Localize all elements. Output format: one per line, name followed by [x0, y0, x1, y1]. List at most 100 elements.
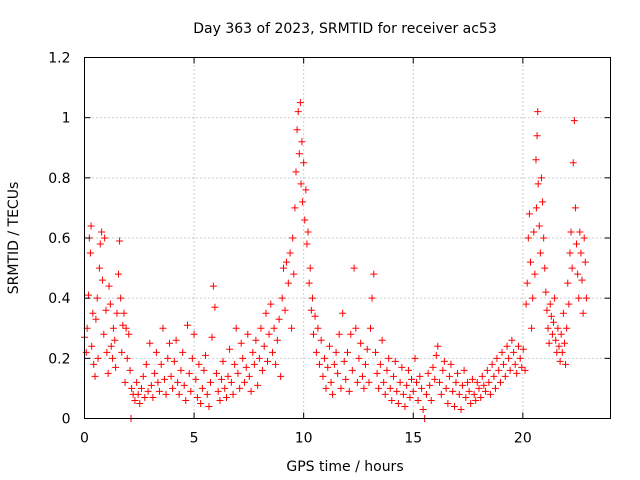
- data-point: [169, 384, 177, 392]
- data-point: [353, 378, 361, 386]
- data-point: [524, 234, 532, 242]
- data-point: [483, 366, 491, 374]
- data-point: [293, 126, 301, 134]
- data-point: [565, 300, 573, 308]
- data-point: [457, 405, 465, 413]
- data-point: [334, 369, 342, 377]
- data-point: [376, 360, 384, 368]
- data-point: [465, 387, 473, 395]
- data-point: [264, 357, 272, 365]
- data-point: [363, 345, 371, 353]
- data-point: [574, 270, 582, 278]
- data-point: [120, 309, 128, 317]
- data-point: [98, 228, 106, 236]
- data-point: [267, 300, 275, 308]
- data-point: [151, 369, 159, 377]
- data-point: [311, 312, 319, 320]
- data-point: [147, 381, 155, 389]
- data-point: [172, 336, 180, 344]
- data-point: [154, 378, 162, 386]
- tick-labels: 0 5 10 15 20 0 0.2 0.4 0.6 0.8 1 1.2: [48, 51, 532, 447]
- data-point: [113, 309, 121, 317]
- data-point: [106, 300, 114, 308]
- data-point: [375, 384, 383, 392]
- data-point: [378, 336, 386, 344]
- data-point: [543, 306, 551, 314]
- data-point: [231, 360, 239, 368]
- data-point: [260, 342, 268, 350]
- data-point: [112, 363, 120, 371]
- chart-title: Day 363 of 2023, SRMTID for receiver ac5…: [193, 21, 497, 37]
- data-point: [141, 393, 149, 401]
- data-point: [109, 354, 117, 362]
- data-point: [208, 333, 216, 341]
- data-point: [439, 366, 447, 374]
- data-point: [212, 369, 220, 377]
- data-point: [496, 378, 504, 386]
- data-point: [320, 354, 328, 362]
- data-point: [490, 372, 498, 380]
- x-tick-label: 0: [80, 431, 89, 447]
- data-point: [234, 369, 242, 377]
- data-point: [394, 399, 402, 407]
- data-point: [361, 360, 369, 368]
- data-point: [558, 348, 566, 356]
- data-point: [123, 354, 131, 362]
- data-point: [419, 405, 427, 413]
- data-point: [414, 396, 422, 404]
- data-point: [548, 330, 556, 338]
- data-point: [513, 369, 521, 377]
- data-point: [146, 339, 154, 347]
- data-point: [550, 318, 558, 326]
- data-point: [493, 354, 501, 362]
- data-point: [342, 375, 350, 383]
- data-point: [201, 351, 209, 359]
- data-point: [368, 294, 376, 302]
- data-point: [418, 384, 426, 392]
- data-point: [92, 315, 100, 323]
- data-point: [546, 300, 554, 308]
- data-point: [177, 366, 185, 374]
- data-point: [385, 354, 393, 362]
- data-point: [578, 276, 586, 284]
- data-point: [207, 378, 215, 386]
- data-point: [580, 234, 588, 242]
- data-point: [90, 360, 98, 368]
- data-point: [209, 282, 217, 290]
- data-point: [468, 375, 476, 383]
- data-point: [566, 249, 574, 257]
- data-point: [581, 258, 589, 266]
- data-point: [175, 390, 183, 398]
- data-point: [305, 279, 313, 287]
- data-point: [522, 300, 530, 308]
- data-point: [308, 294, 316, 302]
- data-point: [86, 249, 94, 257]
- data-point: [250, 360, 258, 368]
- data-point: [337, 384, 345, 392]
- data-point: [564, 279, 572, 287]
- data-point: [226, 345, 234, 353]
- y-tick-label: 0.8: [48, 171, 70, 187]
- data-point: [540, 234, 548, 242]
- data-point: [262, 309, 270, 317]
- data-point: [84, 291, 92, 299]
- data-point: [265, 330, 273, 338]
- data-point: [245, 372, 253, 380]
- data-point: [275, 315, 283, 323]
- data-point: [190, 330, 198, 338]
- data-point: [347, 330, 355, 338]
- data-point: [345, 387, 353, 395]
- data-point: [480, 381, 488, 389]
- data-point: [432, 351, 440, 359]
- data-point: [219, 357, 227, 365]
- data-point: [470, 390, 478, 398]
- data-point: [373, 369, 381, 377]
- data-point: [87, 222, 95, 230]
- data-point: [203, 390, 211, 398]
- data-point: [454, 369, 462, 377]
- data-point: [450, 402, 458, 410]
- data-point: [125, 330, 133, 338]
- data-point: [244, 330, 252, 338]
- data-point: [511, 360, 519, 368]
- data-point: [179, 348, 187, 356]
